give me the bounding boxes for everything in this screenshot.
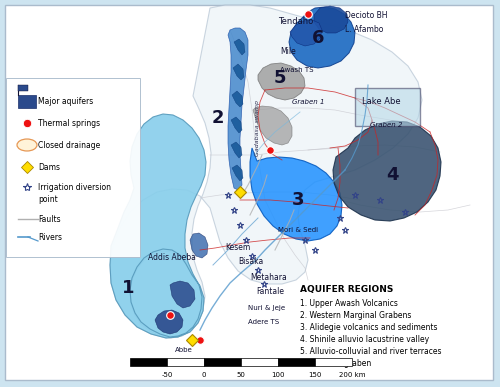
Polygon shape xyxy=(110,5,422,338)
Text: 4. Shinile alluvio lacustrine valley: 4. Shinile alluvio lacustrine valley xyxy=(300,335,429,344)
Text: Awash TS: Awash TS xyxy=(280,67,314,73)
Text: Thermal springs: Thermal springs xyxy=(38,118,100,127)
Bar xyxy=(130,358,167,366)
Text: L. Afambo: L. Afambo xyxy=(345,26,384,34)
Polygon shape xyxy=(231,142,242,158)
Text: Kesem: Kesem xyxy=(225,243,250,252)
Text: 5. Alluvio-colluvial and river terraces: 5. Alluvio-colluvial and river terraces xyxy=(300,347,442,356)
Text: Tendaho: Tendaho xyxy=(278,17,313,26)
Text: Rivers: Rivers xyxy=(38,233,62,241)
Text: 100: 100 xyxy=(271,372,285,378)
Polygon shape xyxy=(190,233,208,258)
Text: -50: -50 xyxy=(162,372,172,378)
Bar xyxy=(18,95,36,108)
Text: Dams: Dams xyxy=(38,163,60,171)
Polygon shape xyxy=(232,91,243,107)
Text: Fantale: Fantale xyxy=(256,288,284,296)
Bar xyxy=(315,358,352,366)
Text: Adere TS: Adere TS xyxy=(248,319,279,325)
Polygon shape xyxy=(233,64,244,80)
Bar xyxy=(18,85,28,91)
Text: point: point xyxy=(38,195,58,204)
Bar xyxy=(204,358,241,366)
Text: 3. Alidegie volcanics and sediments: 3. Alidegie volcanics and sediments xyxy=(300,323,438,332)
Text: 2. Western Marginal Grabens: 2. Western Marginal Grabens xyxy=(300,311,412,320)
Polygon shape xyxy=(290,20,322,46)
Text: Faults: Faults xyxy=(38,214,60,224)
Text: 0: 0 xyxy=(202,372,206,378)
Bar xyxy=(167,358,204,366)
Text: AQUIFER REGIONS: AQUIFER REGIONS xyxy=(300,285,394,294)
Polygon shape xyxy=(155,310,183,334)
Text: 1: 1 xyxy=(122,279,134,297)
Polygon shape xyxy=(289,7,355,68)
Text: Nuri & Jeje: Nuri & Jeje xyxy=(248,305,285,311)
Ellipse shape xyxy=(17,139,37,151)
Text: 6: 6 xyxy=(312,29,324,47)
Polygon shape xyxy=(228,28,248,190)
Text: Addis Abeba: Addis Abeba xyxy=(148,253,196,262)
Bar xyxy=(241,358,278,366)
Polygon shape xyxy=(314,6,348,33)
Polygon shape xyxy=(333,121,441,221)
Text: Abbe: Abbe xyxy=(175,347,193,353)
Text: Metahara: Metahara xyxy=(250,274,287,283)
Text: 150: 150 xyxy=(308,372,322,378)
Text: Bisaka: Bisaka xyxy=(238,257,263,267)
Bar xyxy=(278,358,315,366)
Polygon shape xyxy=(232,165,243,181)
Text: 200 km: 200 km xyxy=(339,372,365,378)
Polygon shape xyxy=(253,106,292,145)
Text: 3: 3 xyxy=(292,191,304,209)
Polygon shape xyxy=(234,39,245,55)
Polygon shape xyxy=(231,117,242,133)
Text: Major aquifers: Major aquifers xyxy=(38,96,93,106)
Text: Graben 1: Graben 1 xyxy=(292,99,324,105)
Text: Closed drainage: Closed drainage xyxy=(38,140,100,149)
Text: 6. Tendaho graben: 6. Tendaho graben xyxy=(300,359,371,368)
Polygon shape xyxy=(110,114,206,338)
Text: Mori & Sedi: Mori & Sedi xyxy=(278,227,318,233)
Text: Decioto BH: Decioto BH xyxy=(345,10,388,19)
Text: Lake Abe: Lake Abe xyxy=(362,98,401,106)
FancyBboxPatch shape xyxy=(6,78,140,257)
Text: Irrigation diversion: Irrigation diversion xyxy=(38,183,111,192)
Polygon shape xyxy=(250,148,342,241)
Text: Graben 2: Graben 2 xyxy=(370,122,402,128)
Text: 50: 50 xyxy=(236,372,246,378)
Text: 1. Upper Awash Volcanics: 1. Upper Awash Volcanics xyxy=(300,299,398,308)
Text: 2: 2 xyxy=(212,109,224,127)
Polygon shape xyxy=(170,281,195,308)
Text: 5: 5 xyxy=(274,69,286,87)
Text: Gadabasa swamp: Gadabasa swamp xyxy=(256,100,260,156)
Polygon shape xyxy=(258,63,305,100)
Text: 4: 4 xyxy=(386,166,398,184)
Text: Mile: Mile xyxy=(280,48,296,57)
Bar xyxy=(355,88,420,126)
